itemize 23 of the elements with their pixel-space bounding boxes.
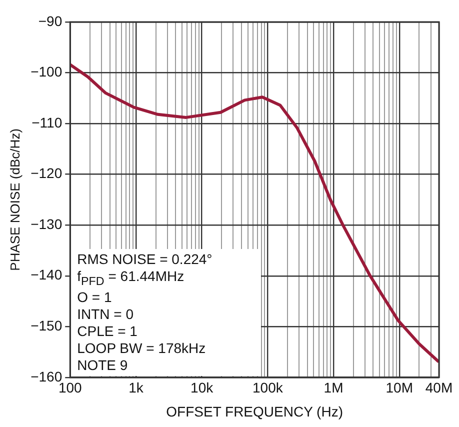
y-axis-title: PHASE NOISE (dBc/Hz)	[7, 128, 22, 271]
x-tick-label: 10k	[190, 380, 214, 396]
x-tick-label: 1k	[128, 380, 144, 396]
annotation: RMS NOISE = 0.224°	[77, 250, 214, 268]
y-tick-label: −140	[30, 266, 62, 283]
y-tick-label: −130	[30, 216, 62, 232]
annotation: CPLE = 1	[77, 323, 138, 340]
y-tick-label: −150	[30, 317, 62, 334]
annotation: INTN = 0	[77, 306, 135, 324]
y-tick-label: −160	[30, 368, 62, 384]
annotation: O = 1	[77, 289, 113, 306]
x-tick-label: 100k	[252, 380, 284, 396]
y-tick-label: −110	[32, 114, 62, 130]
annotation: NOTE 9	[77, 357, 129, 374]
annotation: LOOP BW = 178kHz	[77, 340, 207, 358]
x-tick-label: 10M	[386, 380, 413, 396]
y-tick-label: −90	[38, 12, 62, 29]
y-tick-label: −100	[30, 64, 62, 80]
x-tick-label: 40M	[425, 380, 453, 396]
x-tick-label: 1M	[324, 380, 344, 396]
x-axis-title: OFFSET FREQUENCY (Hz)	[166, 403, 343, 420]
y-tick-label: −120	[30, 165, 62, 182]
annotation: f$_{PFD}$ = 61.44MHz	[77, 268, 186, 290]
